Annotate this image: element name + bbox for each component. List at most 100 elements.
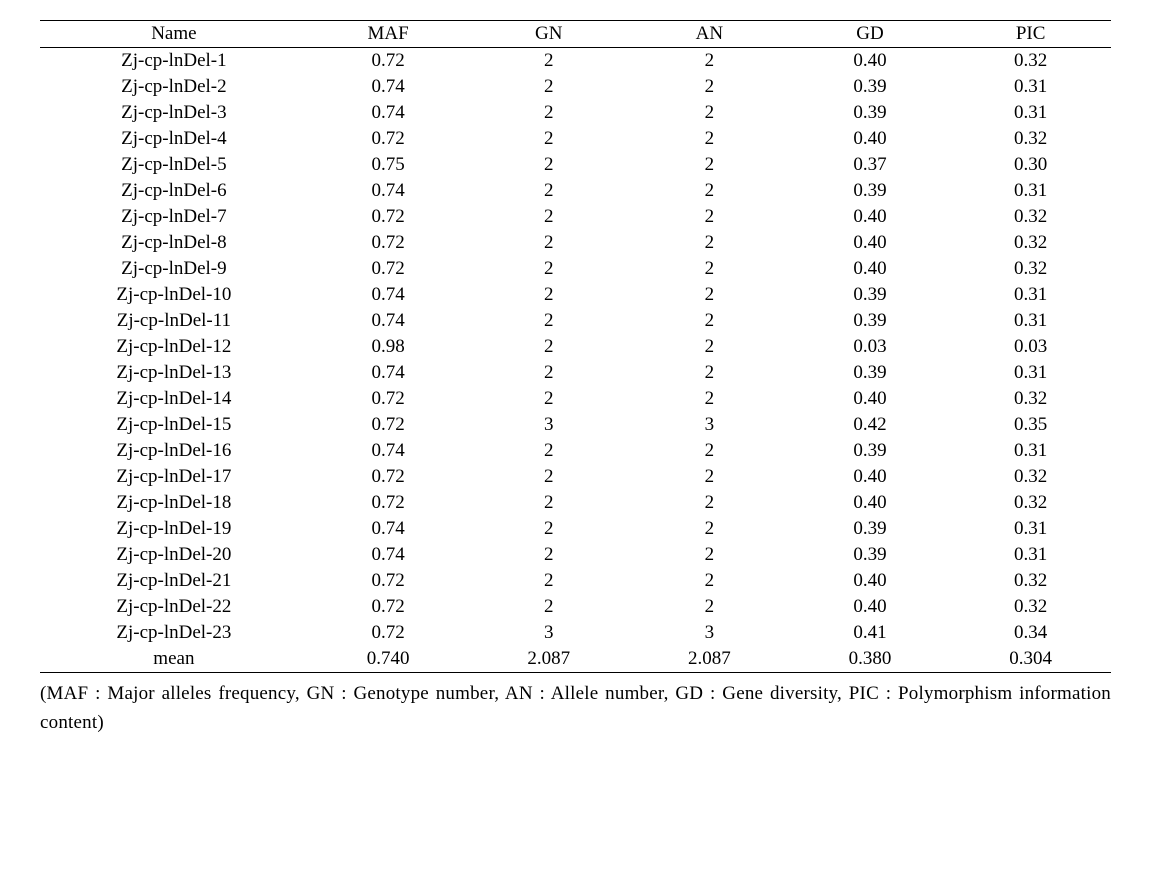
table-cell: 0.39	[790, 308, 951, 334]
table-cell: 0.40	[790, 464, 951, 490]
table-row: mean0.7402.0872.0870.3800.304	[40, 646, 1111, 673]
table-row: Zj-cp-lnDel-220.72220.400.32	[40, 594, 1111, 620]
table-row: Zj-cp-lnDel-30.74220.390.31	[40, 100, 1111, 126]
table-cell: 0.40	[790, 230, 951, 256]
table-cell: 0.35	[950, 412, 1111, 438]
table-cell: 0.31	[950, 100, 1111, 126]
table-cell: 2	[468, 74, 629, 100]
table-cell: 2	[468, 594, 629, 620]
table-row: Zj-cp-lnDel-120.98220.030.03	[40, 334, 1111, 360]
table-cell: 0.40	[790, 204, 951, 230]
table-cell: 0.31	[950, 74, 1111, 100]
table-cell: Zj-cp-lnDel-5	[40, 152, 308, 178]
table-cell: 2	[629, 594, 790, 620]
table-cell: 2	[468, 100, 629, 126]
table-cell: 0.72	[308, 126, 469, 152]
table-cell: Zj-cp-lnDel-13	[40, 360, 308, 386]
table-cell: 0.74	[308, 360, 469, 386]
table-cell: 2	[629, 230, 790, 256]
table-cell: 0.74	[308, 178, 469, 204]
data-table: Name MAF GN AN GD PIC Zj-cp-lnDel-10.722…	[40, 20, 1111, 673]
col-header-pic: PIC	[950, 21, 1111, 48]
table-row: Zj-cp-lnDel-190.74220.390.31	[40, 516, 1111, 542]
marker-stats-table: Name MAF GN AN GD PIC Zj-cp-lnDel-10.722…	[40, 20, 1111, 673]
table-cell: 2	[468, 334, 629, 360]
table-cell: 0.39	[790, 438, 951, 464]
table-cell: Zj-cp-lnDel-7	[40, 204, 308, 230]
table-cell: Zj-cp-lnDel-16	[40, 438, 308, 464]
table-cell: 0.72	[308, 256, 469, 282]
table-cell: 2	[468, 178, 629, 204]
table-cell: 2	[629, 516, 790, 542]
table-row: Zj-cp-lnDel-110.74220.390.31	[40, 308, 1111, 334]
table-cell: 0.32	[950, 126, 1111, 152]
table-cell: 0.32	[950, 256, 1111, 282]
table-cell: 0.40	[790, 126, 951, 152]
table-cell: 0.32	[950, 230, 1111, 256]
table-cell: Zj-cp-lnDel-19	[40, 516, 308, 542]
table-cell: 0.74	[308, 308, 469, 334]
table-cell: 2	[629, 126, 790, 152]
table-cell: 0.39	[790, 282, 951, 308]
col-header-an: AN	[629, 21, 790, 48]
table-cell: Zj-cp-lnDel-11	[40, 308, 308, 334]
table-cell: 2	[629, 386, 790, 412]
table-row: Zj-cp-lnDel-170.72220.400.32	[40, 464, 1111, 490]
table-cell: 2	[629, 282, 790, 308]
table-cell: 0.74	[308, 282, 469, 308]
table-cell: 2	[468, 516, 629, 542]
table-cell: 0.74	[308, 438, 469, 464]
table-cell: 0.72	[308, 386, 469, 412]
table-cell: 2	[629, 438, 790, 464]
table-row: Zj-cp-lnDel-180.72220.400.32	[40, 490, 1111, 516]
table-row: Zj-cp-lnDel-160.74220.390.31	[40, 438, 1111, 464]
table-row: Zj-cp-lnDel-40.72220.400.32	[40, 126, 1111, 152]
table-row: Zj-cp-lnDel-50.75220.370.30	[40, 152, 1111, 178]
table-cell: Zj-cp-lnDel-18	[40, 490, 308, 516]
table-cell: 2	[629, 204, 790, 230]
table-cell: 0.31	[950, 438, 1111, 464]
table-cell: 0.31	[950, 282, 1111, 308]
table-row: Zj-cp-lnDel-10.72220.400.32	[40, 48, 1111, 75]
table-cell: 2	[468, 256, 629, 282]
table-cell: Zj-cp-lnDel-3	[40, 100, 308, 126]
table-cell: 0.740	[308, 646, 469, 673]
table-cell: 2	[468, 308, 629, 334]
table-cell: Zj-cp-lnDel-21	[40, 568, 308, 594]
table-cell: 2	[629, 100, 790, 126]
table-cell: 0.75	[308, 152, 469, 178]
table-cell: 2	[468, 360, 629, 386]
table-cell: 0.74	[308, 516, 469, 542]
table-cell: 2	[629, 542, 790, 568]
table-cell: 2	[629, 74, 790, 100]
table-cell: 2.087	[468, 646, 629, 673]
table-cell: 2	[629, 334, 790, 360]
table-cell: 0.72	[308, 48, 469, 75]
table-cell: Zj-cp-lnDel-23	[40, 620, 308, 646]
table-cell: Zj-cp-lnDel-20	[40, 542, 308, 568]
table-cell: 3	[468, 620, 629, 646]
table-row: Zj-cp-lnDel-90.72220.400.32	[40, 256, 1111, 282]
table-cell: 0.42	[790, 412, 951, 438]
table-cell: 2	[629, 490, 790, 516]
table-cell: 0.39	[790, 74, 951, 100]
table-cell: Zj-cp-lnDel-2	[40, 74, 308, 100]
table-cell: 0.31	[950, 178, 1111, 204]
table-cell: 3	[629, 620, 790, 646]
table-cell: 0.72	[308, 412, 469, 438]
table-cell: 0.40	[790, 48, 951, 75]
table-cell: 0.72	[308, 620, 469, 646]
table-cell: 2	[468, 282, 629, 308]
table-cell: 2	[629, 256, 790, 282]
table-cell: 0.40	[790, 594, 951, 620]
table-cell: 0.98	[308, 334, 469, 360]
table-cell: 0.40	[790, 386, 951, 412]
table-cell: 0.74	[308, 542, 469, 568]
table-cell: 0.31	[950, 360, 1111, 386]
table-row: Zj-cp-lnDel-150.72330.420.35	[40, 412, 1111, 438]
table-cell: 2	[629, 464, 790, 490]
table-cell: 2	[468, 48, 629, 75]
table-cell: 2	[629, 308, 790, 334]
table-cell: 0.32	[950, 204, 1111, 230]
table-cell: 0.03	[950, 334, 1111, 360]
